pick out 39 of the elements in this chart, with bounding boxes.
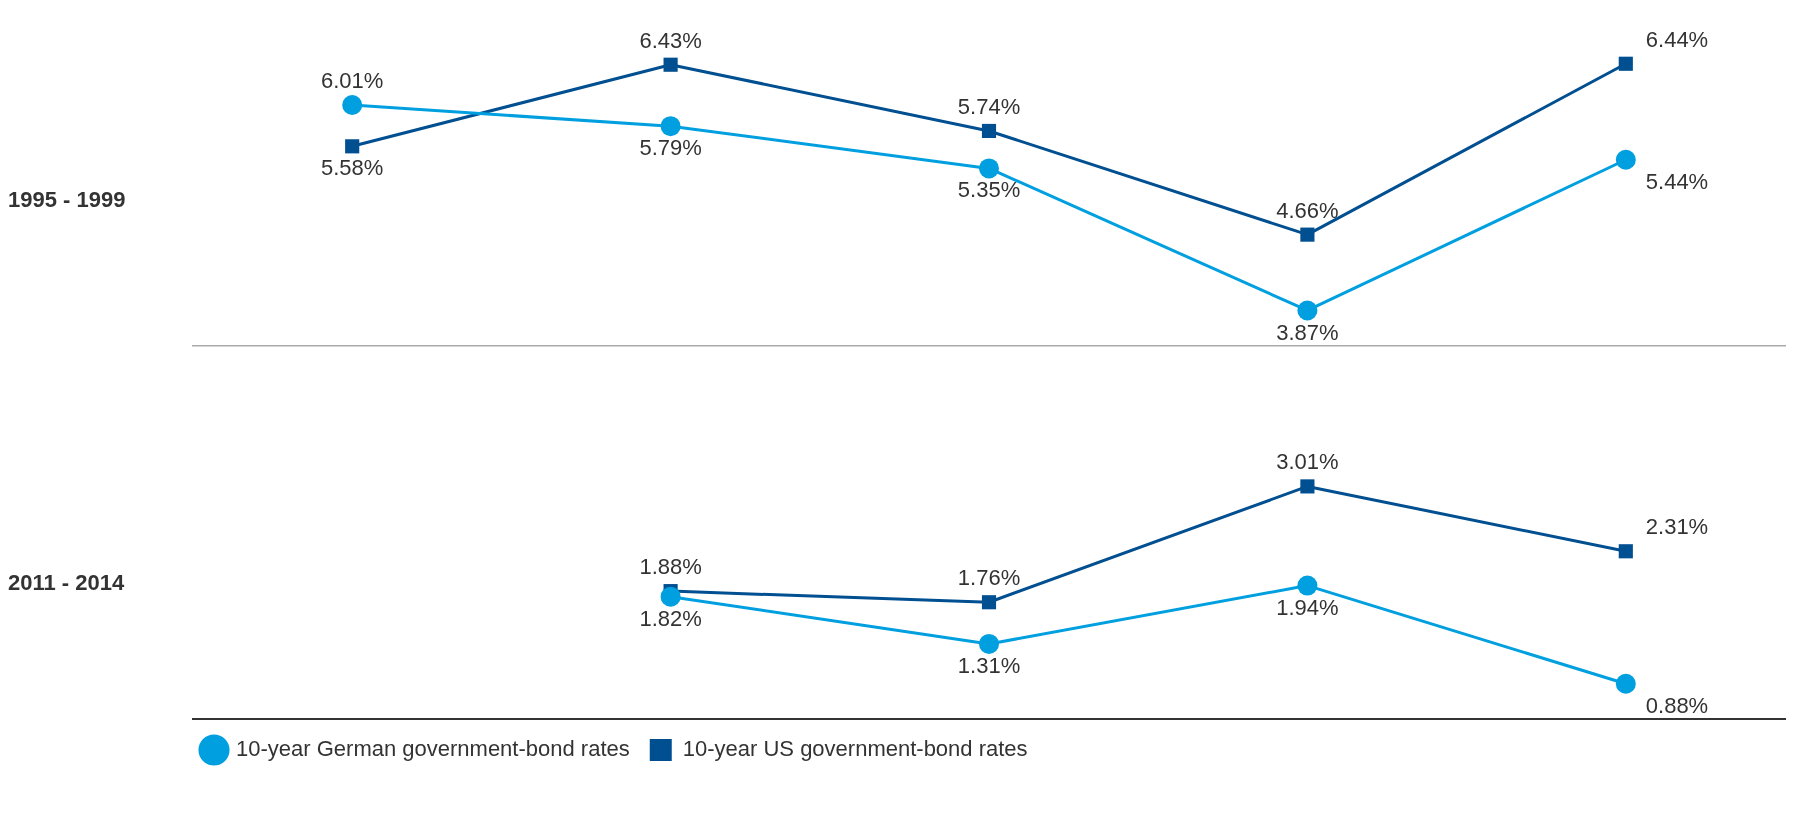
data-label: 3.01% — [1276, 449, 1339, 475]
data-label: 5.79% — [639, 135, 702, 161]
y-axis-title: 2011 - 2014 — [8, 568, 126, 597]
point — [1300, 227, 1315, 242]
point — [981, 123, 997, 139]
data-label: 3.87% — [1276, 319, 1339, 345]
point — [981, 595, 997, 610]
point — [663, 57, 678, 72]
point — [979, 158, 999, 179]
data-label: 5.44% — [1645, 168, 1709, 194]
y-axis-title: 1995 - 1999 — [8, 185, 127, 214]
data-label: 6.43% — [639, 27, 702, 53]
data-label: 5.35% — [957, 177, 1021, 203]
data-label: 1.94% — [1276, 594, 1339, 620]
point — [1300, 479, 1315, 494]
point — [1618, 544, 1633, 559]
data-label: 2.31% — [1645, 514, 1709, 540]
point — [345, 139, 360, 154]
point — [1618, 56, 1633, 71]
point — [342, 95, 363, 116]
data-label: 6.44% — [1645, 26, 1709, 52]
point — [1297, 300, 1318, 321]
point — [979, 633, 999, 654]
legend-label: 10-year US government-bond rates — [682, 736, 1028, 762]
point — [1615, 673, 1636, 694]
data-label: 6.01% — [321, 68, 384, 94]
data-label: 4.66% — [1276, 197, 1339, 223]
data-label: 1.76% — [957, 565, 1021, 591]
point — [1297, 575, 1318, 596]
data-label: 1.88% — [639, 554, 702, 580]
data-label: 5.58% — [321, 155, 384, 181]
data-label: 1.31% — [957, 653, 1021, 678]
point — [660, 586, 681, 607]
point — [660, 116, 681, 137]
data-label: 5.74% — [957, 94, 1021, 120]
data-label: 1.82% — [639, 605, 702, 631]
point — [1615, 149, 1636, 170]
data-label: 0.88% — [1645, 692, 1709, 718]
legend-label: 10-year German government-bond rates — [236, 736, 630, 762]
